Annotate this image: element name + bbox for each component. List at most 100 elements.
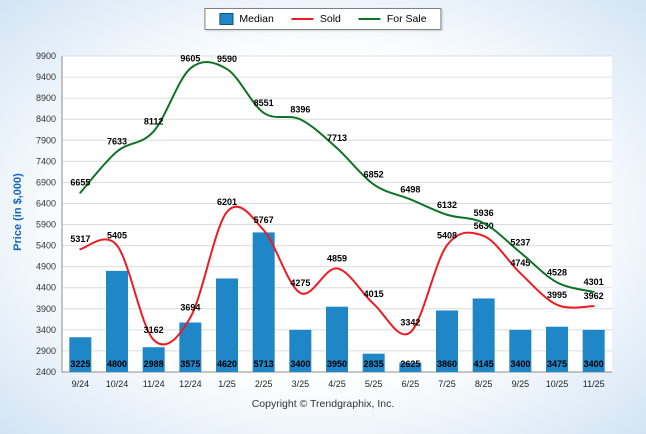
point-value-label: 8396 [290,104,310,114]
bar-median [179,322,202,372]
bar-median [106,270,128,372]
bar-value-label: 4145 [474,359,494,369]
point-value-label: 4015 [364,289,384,299]
y-tick-label: 8400 [36,114,56,124]
y-tick-label: 3400 [36,325,56,335]
bar-median [252,232,275,372]
sold-line [79,205,595,346]
y-tick-label: 5400 [36,241,56,251]
point-value-label: 3342 [400,317,420,327]
bar-value-label: 2625 [400,359,420,369]
legend-label-for-sale: For Sale [386,13,427,25]
y-tick-label: 2900 [36,346,56,356]
point-value-label: 4528 [547,267,567,277]
bar-median [289,329,312,372]
x-tick-label: 4/25 [328,379,346,389]
bar-value-label: 3575 [180,359,200,369]
x-tick-label: 2/25 [255,379,273,389]
y-axis-title: Price (in $,000) [12,173,24,251]
point-value-label: 6132 [437,200,457,210]
bar-median [582,329,605,372]
x-tick-label: 9/25 [512,379,530,389]
bar-median [399,362,422,372]
x-tick-label: 8/25 [475,379,493,389]
x-tick-label: 7/25 [438,379,456,389]
x-tick-label: 3/25 [292,379,310,389]
point-value-label: 4275 [290,278,310,288]
point-value-label: 4859 [327,253,347,263]
x-tick-label: 11/25 [583,379,605,389]
point-value-label: 3962 [584,291,604,301]
median-swatch-icon [219,13,234,25]
x-tick-label: 10/24 [106,379,129,389]
y-tick-label: 5900 [36,220,56,230]
x-tick-label: 11/24 [143,379,165,389]
y-tick-label: 7900 [36,135,56,145]
sold-line-icon [291,18,314,20]
point-value-label: 6201 [217,197,237,207]
point-value-label: 7633 [107,137,127,147]
bar-value-label: 3400 [584,359,604,369]
y-tick-label: 6900 [36,177,56,187]
legend-item-for-sale[interactable]: For Sale [358,13,427,25]
point-value-label: 5317 [70,234,90,244]
y-tick-label: 6400 [36,198,56,208]
y-tick-label: 8900 [36,93,56,103]
legend-item-sold[interactable]: Sold [291,13,341,25]
legend-item-median[interactable]: Median [219,13,274,25]
bar-value-label: 4620 [217,359,237,369]
y-tick-label: 9900 [36,51,56,61]
x-tick-label: 1/25 [218,379,236,389]
bar-median [362,353,385,372]
point-value-label: 8112 [144,116,164,126]
point-value-label: 3995 [547,290,567,300]
point-value-label: 6498 [400,184,420,194]
y-tick-label: 4400 [36,283,56,293]
point-value-label: 5237 [510,237,530,247]
y-tick-label: 7400 [36,156,56,166]
point-value-label: 9590 [217,54,237,64]
bar-value-label: 3400 [510,359,530,369]
point-value-label: 6655 [70,178,90,188]
bar-median [69,337,92,372]
bar-median [326,306,348,372]
y-tick-label: 9400 [36,72,56,82]
y-tick-label: 3900 [36,304,56,314]
x-tick-label: 6/25 [402,379,420,389]
y-tick-label: 4900 [36,262,56,272]
point-value-label: 5408 [437,230,457,240]
x-tick-label: 12/24 [179,379,202,389]
for-sale-line-icon [358,18,381,20]
bar-value-label: 3225 [70,359,90,369]
point-value-label: 6852 [364,169,384,179]
bar-median [509,329,532,372]
x-tick-label: 9/24 [72,379,90,389]
bar-median [546,326,568,372]
copyright-text: Copyright © Trendgraphix, Inc. [251,398,395,410]
legend-label-sold: Sold [319,13,341,25]
point-value-label: 9605 [180,53,200,63]
point-value-label: 4745 [510,258,530,268]
bar-median [472,298,495,372]
legend-label-median: Median [239,13,274,25]
bar-value-label: 3475 [547,359,567,369]
x-tick-label: 10/25 [546,379,569,389]
point-value-label: 5767 [254,215,274,225]
point-value-label: 5936 [474,208,494,218]
bar-value-label: 4800 [107,359,127,369]
bar-median [142,347,165,372]
bar-value-label: 3860 [437,359,457,369]
legend: Median Sold For Sale [204,8,442,30]
bar-value-label: 2988 [144,359,164,369]
point-value-label: 3694 [180,302,200,312]
point-value-label: 7713 [327,133,347,143]
x-tick-label: 5/25 [365,379,383,389]
point-value-label: 5405 [107,230,127,240]
bar-median [436,310,458,372]
bar-value-label: 2835 [364,359,384,369]
point-value-label: 5630 [474,221,494,231]
bar-value-label: 3950 [327,359,347,369]
point-value-label: 4301 [584,277,604,287]
